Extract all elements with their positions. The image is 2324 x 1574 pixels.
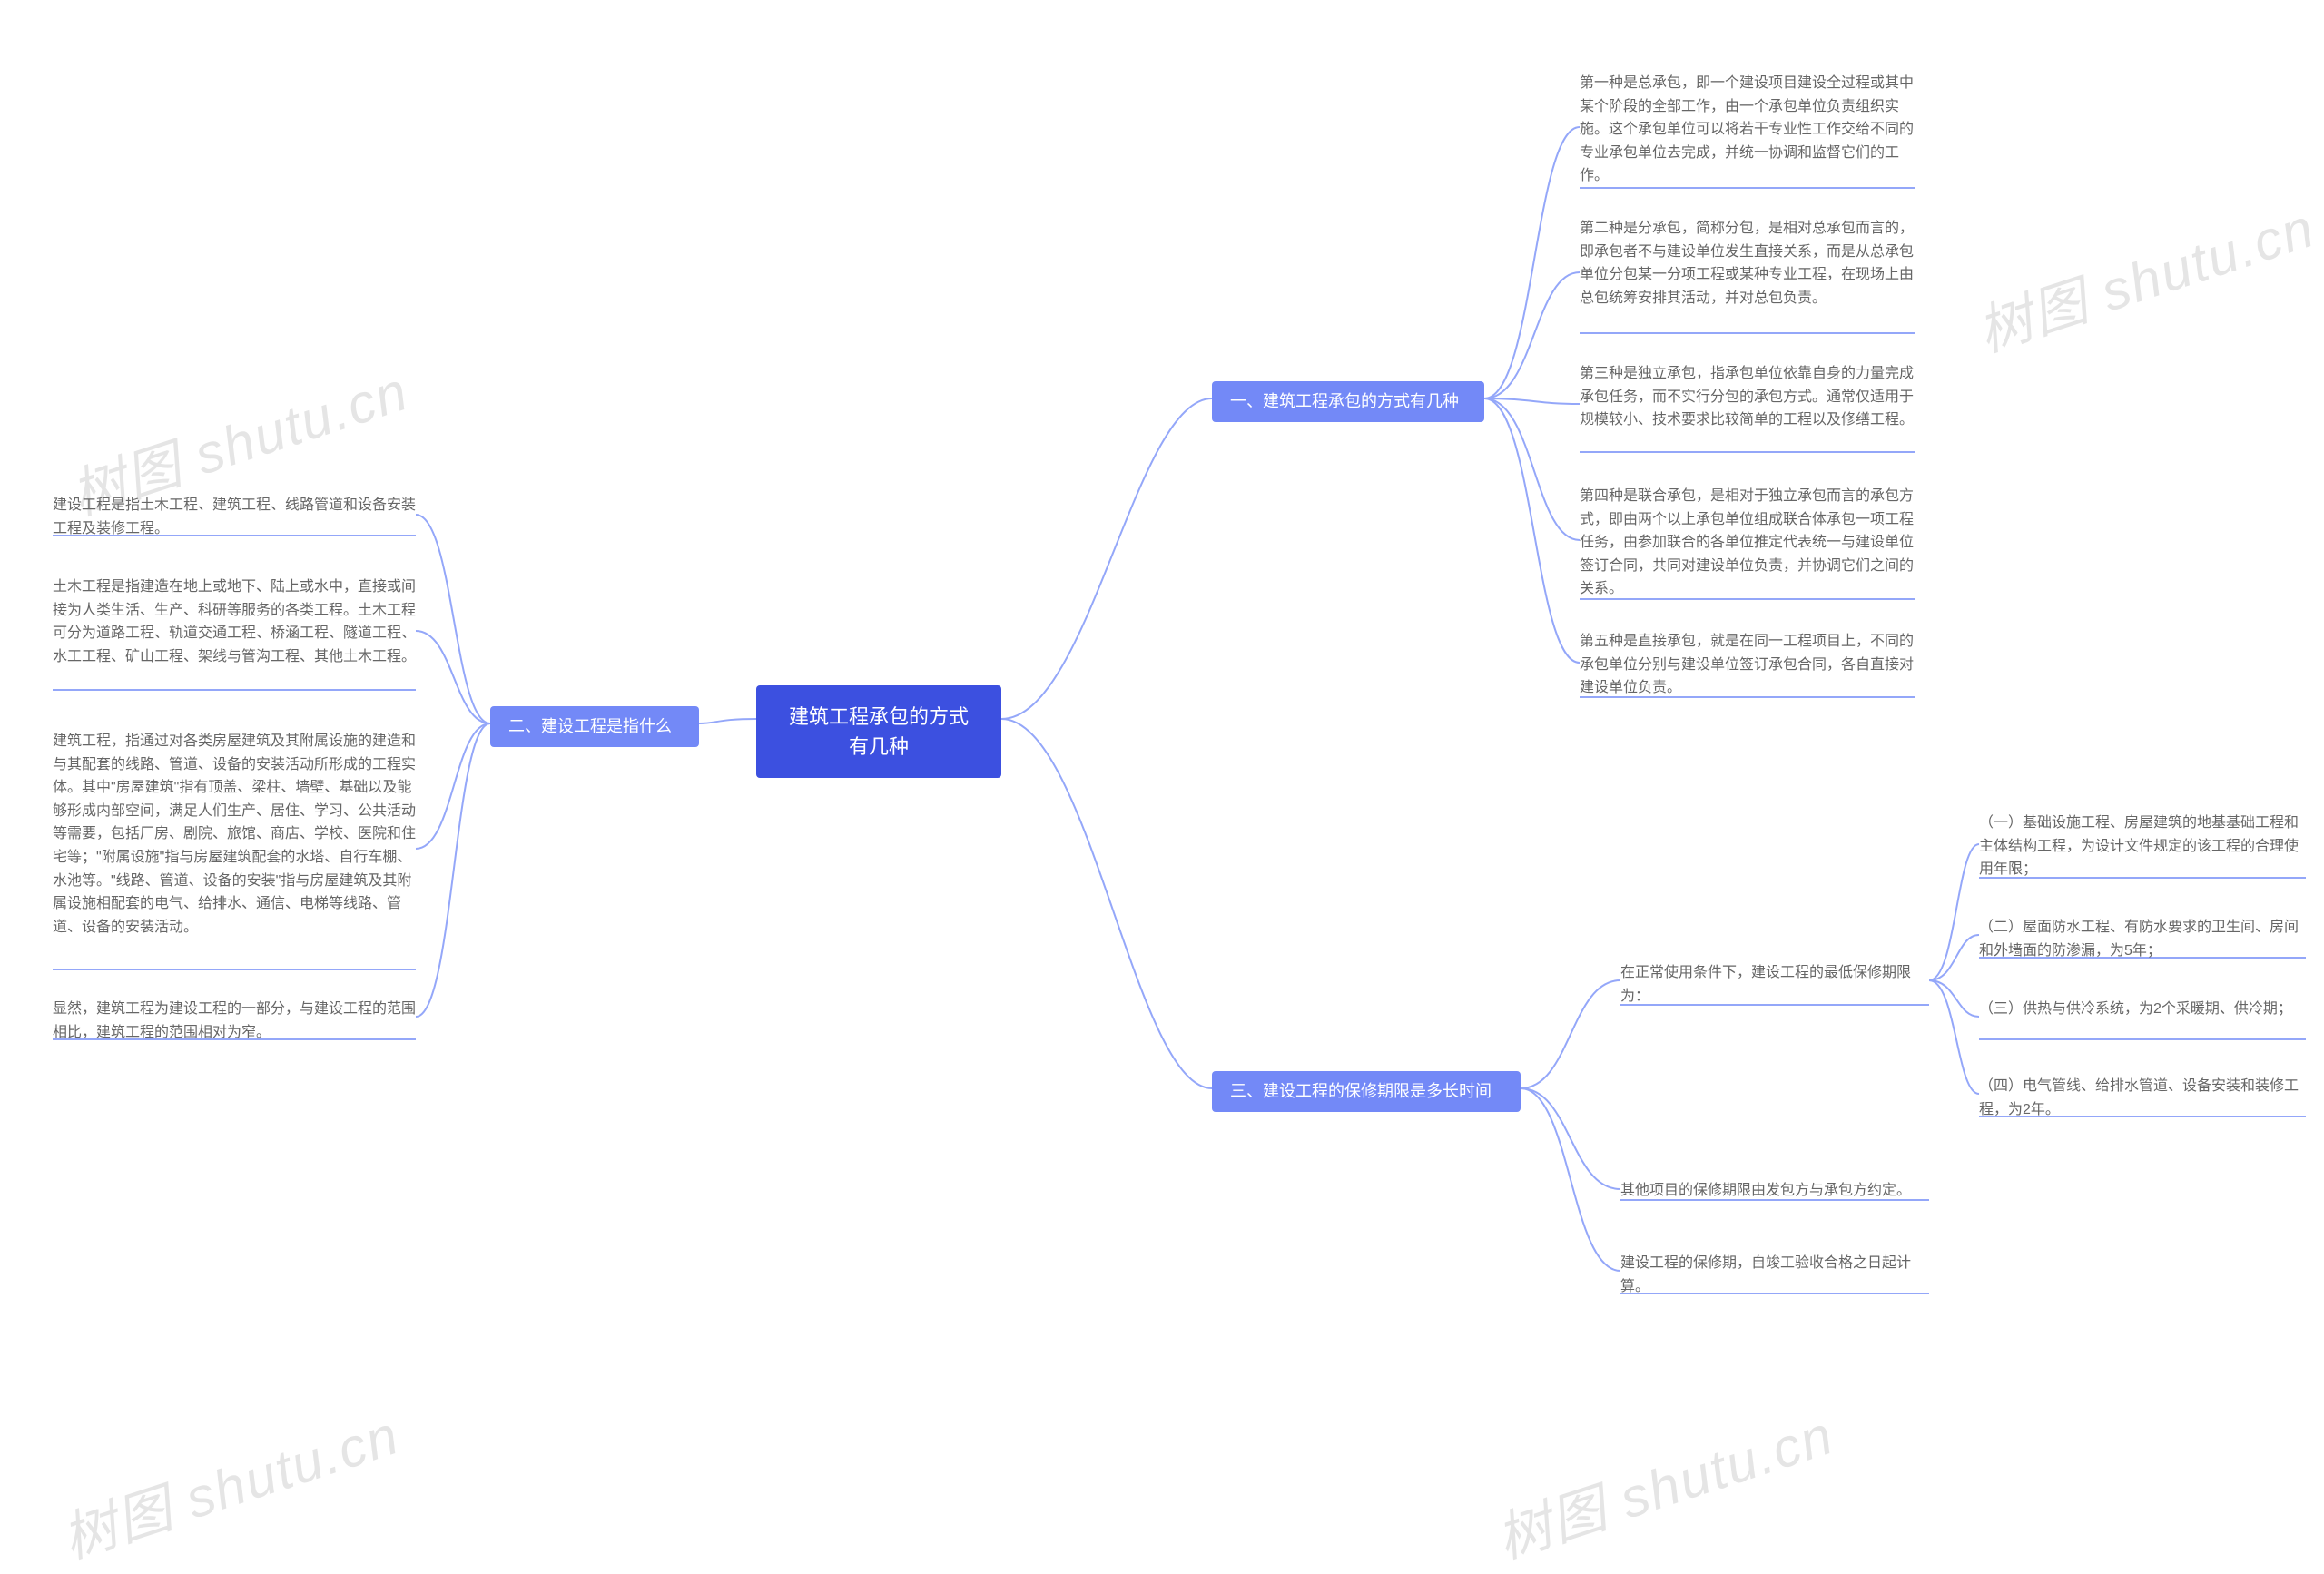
leaf-r3-0-1: （二）屋面防水工程、有防水要求的卫生间、房间和外墙面的防渗漏，为5年； — [1979, 912, 2306, 966]
leaf-r3-1: 其他项目的保修期限由发包方与承包方约定。 — [1620, 1176, 1929, 1206]
leaf-l2-1: 土木工程是指建造在地上或地下、陆上或水中，直接或间接为人类生活、生产、科研等服务… — [53, 572, 416, 672]
leaf-r1-2: 第三种是独立承包，指承包单位依靠自身的力量完成承包任务，而不实行分包的承包方式。… — [1580, 359, 1915, 436]
leaf-r1-4: 第五种是直接承包，就是在同一工程项目上，不同的承包单位分别与建设单位签订承包合同… — [1580, 626, 1915, 703]
watermark: 树图 shutu.cn — [51, 1392, 409, 1574]
leaf-r3-0-0: （一）基础设施工程、房屋建筑的地基基础工程和主体结构工程，为设计文件规定的该工程… — [1979, 808, 2306, 885]
leaf-r1-1: 第二种是分承包，简称分包，是相对总承包而言的，即承包者不与建设单位发生直接关系，… — [1580, 213, 1915, 313]
leaf-r1-0: 第一种是总承包，即一个建设项目建设全过程或其中某个阶段的全部工作，由一个承包单位… — [1580, 68, 1915, 192]
leaf-r3-2: 建设工程的保修期，自竣工验收合格之日起计算。 — [1620, 1248, 1929, 1302]
leaf-l2-2: 建筑工程，指通过对各类房屋建筑及其附属设施的建造和与其配套的线路、管道、设备的安… — [53, 726, 416, 942]
leaf-r3-0-3: （四）电气管线、给排水管道、设备安装和装修工程，为2年。 — [1979, 1071, 2306, 1125]
leaf-r1-3: 第四种是联合承包，是相对于独立承包而言的承包方式，即由两个以上承包单位组成联合体… — [1580, 481, 1915, 605]
leaf-l2-3: 显然，建筑工程为建设工程的一部分，与建设工程的范围相比，建筑工程的范围相对为窄。 — [53, 994, 416, 1048]
leaf-r3-0-2: （三）供热与供冷系统，为2个采暖期、供冷期； — [1979, 994, 2306, 1025]
center-node[interactable]: 建筑工程承包的方式有几种 — [756, 685, 1001, 778]
watermark: 树图 shutu.cn — [1485, 1392, 1843, 1574]
leaf-r3-0: 在正常使用条件下，建设工程的最低保修期限为： — [1620, 958, 1929, 1011]
branch-r3[interactable]: 三、建设工程的保修期限是多长时间 — [1212, 1071, 1521, 1112]
watermark: 树图 shutu.cn — [1966, 184, 2324, 368]
branch-r1[interactable]: 一、建筑工程承包的方式有几种 — [1212, 381, 1484, 422]
leaf-l2-0: 建设工程是指土木工程、建筑工程、线路管道和设备安装工程及装修工程。 — [53, 490, 416, 544]
branch-l2[interactable]: 二、建设工程是指什么 — [490, 706, 699, 747]
